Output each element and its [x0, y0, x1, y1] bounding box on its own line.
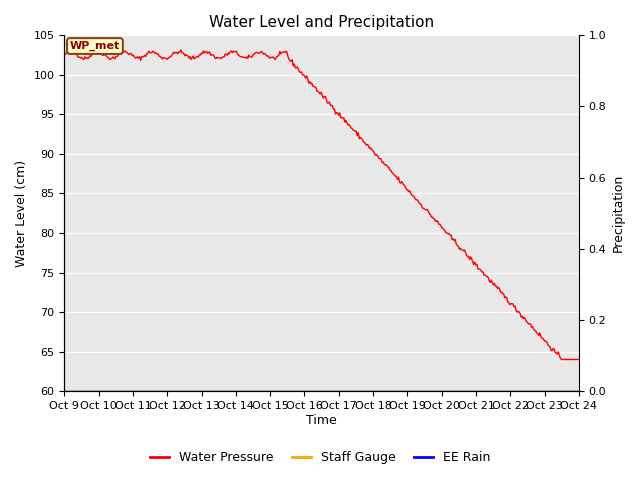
Y-axis label: Water Level (cm): Water Level (cm)	[15, 160, 28, 267]
Text: WP_met: WP_met	[70, 41, 120, 51]
Title: Water Level and Precipitation: Water Level and Precipitation	[209, 15, 434, 30]
Y-axis label: Precipitation: Precipitation	[612, 174, 625, 252]
Legend: Water Pressure, Staff Gauge, EE Rain: Water Pressure, Staff Gauge, EE Rain	[145, 446, 495, 469]
X-axis label: Time: Time	[307, 414, 337, 427]
